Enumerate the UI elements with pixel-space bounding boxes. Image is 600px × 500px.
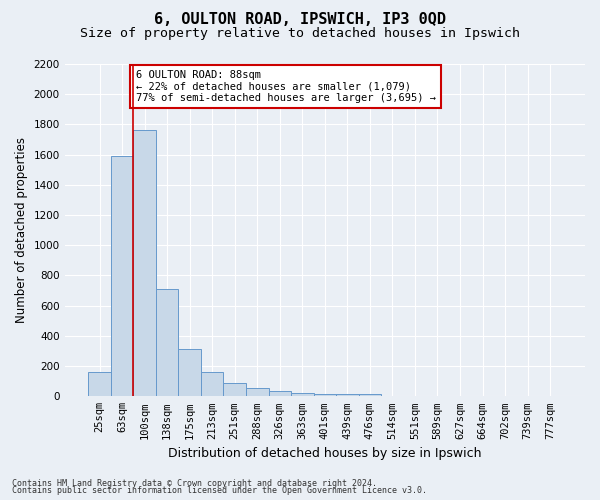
Bar — [133, 130, 156, 396]
Bar — [269, 391, 291, 396]
Bar — [156, 289, 178, 397]
X-axis label: Distribution of detached houses by size in Ipswich: Distribution of detached houses by size … — [168, 447, 482, 460]
Bar — [359, 394, 381, 396]
Y-axis label: Number of detached properties: Number of detached properties — [15, 137, 28, 323]
Text: Contains public sector information licensed under the Open Government Licence v3: Contains public sector information licen… — [12, 486, 427, 495]
Bar — [246, 388, 269, 396]
Bar — [88, 372, 111, 396]
Bar — [178, 348, 201, 397]
Text: Contains HM Land Registry data © Crown copyright and database right 2024.: Contains HM Land Registry data © Crown c… — [12, 478, 377, 488]
Text: Size of property relative to detached houses in Ipswich: Size of property relative to detached ho… — [80, 28, 520, 40]
Bar — [336, 394, 359, 396]
Bar — [111, 156, 133, 396]
Bar — [223, 383, 246, 396]
Bar — [201, 372, 223, 396]
Text: 6 OULTON ROAD: 88sqm
← 22% of detached houses are smaller (1,079)
77% of semi-de: 6 OULTON ROAD: 88sqm ← 22% of detached h… — [136, 70, 436, 103]
Bar — [291, 393, 314, 396]
Bar — [314, 394, 336, 396]
Text: 6, OULTON ROAD, IPSWICH, IP3 0QD: 6, OULTON ROAD, IPSWICH, IP3 0QD — [154, 12, 446, 28]
